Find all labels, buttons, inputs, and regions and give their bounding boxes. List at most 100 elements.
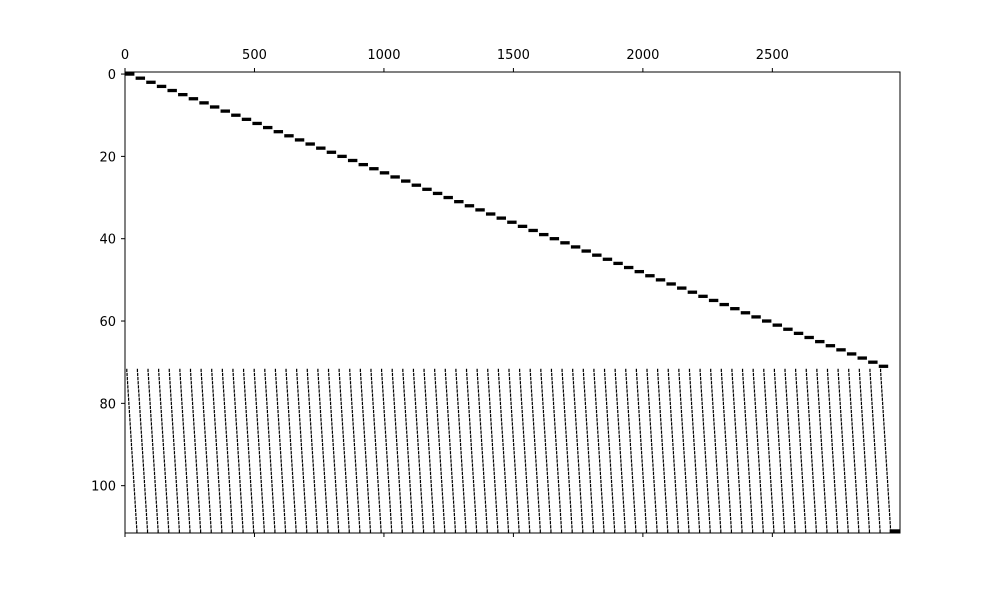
nonzero-dot xyxy=(533,426,535,430)
nonzero-dot xyxy=(803,496,805,500)
nonzero-dot xyxy=(834,488,836,492)
nonzero-dot xyxy=(328,372,330,377)
nonzero-dot xyxy=(752,529,754,533)
nonzero-dot xyxy=(520,389,522,393)
nonzero-dot xyxy=(777,426,779,430)
nonzero-dot xyxy=(714,442,716,447)
nonzero-dot xyxy=(403,385,405,389)
nonzero-dot xyxy=(228,479,230,484)
nonzero-dot xyxy=(883,426,885,430)
nonzero-dot xyxy=(363,434,366,438)
nonzero-dot xyxy=(549,508,551,513)
nonzero-dot xyxy=(166,508,169,513)
nonzero-dot xyxy=(292,488,295,492)
nonzero-dot xyxy=(824,492,826,496)
nonzero-dot xyxy=(668,389,671,393)
nonzero-dot xyxy=(283,500,285,504)
nonzero-dot xyxy=(786,397,788,401)
nonzero-dot xyxy=(287,397,289,401)
nonzero-dot xyxy=(330,409,332,414)
nonzero-dot xyxy=(227,463,229,467)
nonzero-dot xyxy=(377,475,379,480)
nonzero-dot xyxy=(588,467,591,471)
nonzero-dot xyxy=(281,479,284,484)
nonzero-dot xyxy=(768,455,770,459)
nonzero-dot xyxy=(791,488,794,492)
nonzero-dot xyxy=(758,467,760,471)
nonzero-dot xyxy=(161,418,163,422)
nonzero-dot xyxy=(250,492,252,496)
nonzero-dot xyxy=(130,438,132,443)
nonzero-dot xyxy=(344,467,346,471)
nonzero-dot xyxy=(321,442,324,447)
nonzero-dot xyxy=(150,422,152,426)
nonzero-dot xyxy=(637,397,639,401)
nonzero-dot xyxy=(237,455,239,459)
y-tick-label: 60 xyxy=(99,315,116,330)
nonzero-dot xyxy=(791,475,793,480)
nonzero-dot xyxy=(252,512,254,517)
nonzero-dot xyxy=(870,381,872,385)
nonzero-dot xyxy=(763,372,765,377)
nonzero-dot xyxy=(624,521,626,525)
nonzero-dot xyxy=(841,434,843,438)
nonzero-dot xyxy=(240,504,243,508)
nonzero-dot xyxy=(865,484,868,488)
nonzero-dot xyxy=(414,389,416,393)
nonzero-dot xyxy=(666,521,668,525)
nonzero-dot xyxy=(662,455,664,459)
nonzero-dot xyxy=(464,512,466,517)
nonzero-dot xyxy=(638,405,640,410)
nonzero-dot xyxy=(705,463,707,467)
nonzero-dot xyxy=(199,516,201,521)
nonzero-dot xyxy=(327,529,329,533)
nonzero-dot xyxy=(244,393,246,397)
nonzero-dot xyxy=(386,455,388,459)
nonzero-dot xyxy=(839,393,841,397)
nonzero-dot xyxy=(502,438,504,443)
nonzero-dot xyxy=(496,521,498,525)
constraint-row-110 xyxy=(136,525,892,529)
nonzero-dot xyxy=(240,492,242,496)
nonzero-dot xyxy=(713,430,716,434)
nonzero-dot xyxy=(496,516,498,521)
nonzero-dot xyxy=(216,451,218,455)
last-row-extra-block xyxy=(889,529,900,533)
nonzero-dot xyxy=(497,368,499,373)
nonzero-dot xyxy=(872,414,874,418)
nonzero-dot xyxy=(152,455,155,459)
constraint-row-92 xyxy=(131,451,887,455)
nonzero-dot xyxy=(321,438,323,443)
nonzero-dot xyxy=(652,463,654,467)
nonzero-dot xyxy=(819,414,821,418)
nonzero-dot xyxy=(134,496,136,500)
nonzero-dot xyxy=(865,475,867,480)
nonzero-dot xyxy=(398,475,400,480)
nonzero-dot xyxy=(259,467,262,471)
nonzero-dot xyxy=(592,529,595,533)
nonzero-dot xyxy=(193,422,195,426)
nonzero-dot xyxy=(616,401,618,405)
nonzero-dot xyxy=(340,405,343,410)
nonzero-dot xyxy=(660,422,662,426)
diagonal-block-row-22 xyxy=(358,162,368,167)
nonzero-dot xyxy=(401,529,403,533)
nonzero-dot xyxy=(332,434,334,438)
nonzero-dot xyxy=(729,500,731,504)
nonzero-dot xyxy=(715,455,717,459)
nonzero-dot xyxy=(364,451,367,455)
nonzero-dot xyxy=(483,471,485,475)
nonzero-dot xyxy=(747,459,749,463)
nonzero-dot xyxy=(875,471,878,475)
nonzero-dot xyxy=(862,426,864,430)
nonzero-dot xyxy=(435,397,438,401)
nonzero-dot xyxy=(156,508,158,513)
nonzero-dot xyxy=(798,430,801,434)
nonzero-dot xyxy=(657,377,659,381)
nonzero-dot xyxy=(226,451,229,455)
nonzero-dot xyxy=(625,377,627,381)
nonzero-dot xyxy=(789,451,791,455)
nonzero-dot xyxy=(687,508,689,513)
nonzero-dot xyxy=(682,442,685,447)
nonzero-dot xyxy=(837,372,839,377)
